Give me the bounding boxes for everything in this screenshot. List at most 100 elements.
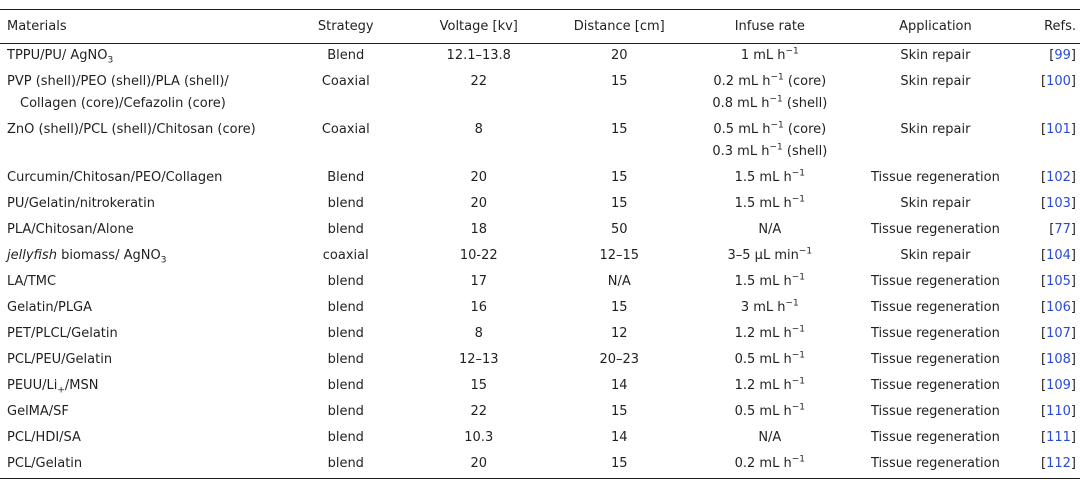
ref-open-bracket: [ bbox=[1041, 122, 1047, 137]
table-row: PEUU/Li+/MSN blend 15 14 1.2 mL h−1 Tissue re… bbox=[0, 373, 1080, 399]
reference-link[interactable]: 108 bbox=[1046, 352, 1071, 367]
ref-open-bracket: [ bbox=[1041, 74, 1047, 89]
distance-text: 15 bbox=[610, 122, 628, 137]
materials-text: biomass/ AgNO bbox=[56, 248, 161, 263]
reference-link[interactable]: 109 bbox=[1046, 378, 1071, 393]
materials-text: PCL/PEU/Gelatin bbox=[7, 352, 113, 367]
cell-application: Skin repair bbox=[865, 191, 1006, 217]
header-application: Application bbox=[899, 19, 972, 34]
reference-link[interactable]: 101 bbox=[1046, 122, 1071, 137]
voltage-text: 20 bbox=[470, 170, 488, 185]
infuse-line: 3–5 µL min−1 bbox=[674, 245, 865, 267]
cell-voltage: 20 bbox=[393, 191, 564, 217]
reference-link[interactable]: 110 bbox=[1046, 404, 1071, 419]
cell-ref: [103] bbox=[1006, 191, 1080, 217]
voltage-text: 20 bbox=[470, 196, 488, 211]
cell-strategy: blend bbox=[298, 191, 393, 217]
cell-ref: [77] bbox=[1006, 217, 1080, 243]
reference-link[interactable]: 107 bbox=[1046, 326, 1071, 341]
reference-link[interactable]: 104 bbox=[1046, 248, 1071, 263]
ref-open-bracket: [ bbox=[1049, 48, 1055, 63]
ref-close-bracket: ] bbox=[1070, 222, 1076, 237]
infuse-text: 0.5 mL h bbox=[734, 352, 792, 367]
cell-distance: 15 bbox=[564, 451, 674, 477]
infuse-superscript: −1 bbox=[791, 402, 805, 413]
application-text: Tissue regeneration bbox=[871, 326, 1000, 341]
cell-voltage: 18 bbox=[393, 217, 564, 243]
cell-application: Tissue regeneration bbox=[865, 217, 1006, 243]
materials-text: GelMA/SF bbox=[7, 404, 69, 419]
cell-infuse-rate: 1 mL h−1 bbox=[674, 43, 865, 69]
ref-open-bracket: [ bbox=[1041, 456, 1047, 471]
reference-link[interactable]: 111 bbox=[1046, 430, 1071, 445]
materials-text: PEUU/Li bbox=[7, 378, 58, 393]
infuse-line: N/A bbox=[674, 219, 865, 241]
strategy-text: Blend bbox=[327, 48, 365, 63]
infuse2-suffix: (shell) bbox=[782, 96, 828, 111]
ref-close-bracket: ] bbox=[1070, 274, 1076, 289]
cell-materials: PCL/Gelatin bbox=[0, 451, 298, 477]
ref-close-bracket: ] bbox=[1070, 378, 1076, 393]
cell-infuse-rate: N/A bbox=[674, 425, 865, 451]
ref-open-bracket: [ bbox=[1041, 248, 1047, 263]
materials-text: Curcumin/Chitosan/PEO/Collagen bbox=[7, 170, 223, 185]
reference-link[interactable]: 77 bbox=[1054, 222, 1071, 237]
materials-text: PLA/Chitosan/Alone bbox=[7, 222, 134, 237]
distance-text: 12–15 bbox=[599, 248, 640, 263]
application-text: Skin repair bbox=[900, 48, 971, 63]
cell-voltage: 8 bbox=[393, 321, 564, 347]
infuse-superscript: −1 bbox=[770, 120, 784, 131]
strategy-text: blend bbox=[327, 222, 364, 237]
infuse-line: 0.5 mL h−1 bbox=[674, 401, 865, 423]
infuse-suffix: (core) bbox=[783, 74, 827, 89]
infuse2-superscript: −1 bbox=[769, 142, 783, 153]
cell-voltage: 15 bbox=[393, 373, 564, 399]
cell-ref: [107] bbox=[1006, 321, 1080, 347]
ref-open-bracket: [ bbox=[1041, 404, 1047, 419]
voltage-text: 8 bbox=[474, 122, 483, 137]
materials-text: Gelatin/PLGA bbox=[7, 300, 93, 315]
distance-text: 14 bbox=[610, 430, 628, 445]
ref-close-bracket: ] bbox=[1070, 300, 1076, 315]
infuse-superscript: −1 bbox=[791, 272, 805, 283]
application-text: Tissue regeneration bbox=[871, 274, 1000, 289]
ref-open-bracket: [ bbox=[1041, 196, 1047, 211]
infuse-line: 1.5 mL h−1 bbox=[674, 167, 865, 189]
strategy-text: blend bbox=[327, 430, 364, 445]
cell-strategy: Blend bbox=[298, 165, 393, 191]
voltage-text: 22 bbox=[470, 404, 488, 419]
cell-ref: [102] bbox=[1006, 165, 1080, 191]
infuse-line: 1.2 mL h−1 bbox=[674, 323, 865, 345]
cell-distance: 12–15 bbox=[564, 243, 674, 269]
cell-infuse-rate: 1.2 mL h−1 bbox=[674, 373, 865, 399]
cell-materials: PEUU/Li+/MSN bbox=[0, 373, 298, 399]
reference-link[interactable]: 100 bbox=[1046, 74, 1071, 89]
reference-link[interactable]: 112 bbox=[1046, 456, 1071, 471]
reference-link[interactable]: 106 bbox=[1046, 300, 1071, 315]
strategy-text: blend bbox=[327, 456, 364, 471]
ref-open-bracket: [ bbox=[1041, 378, 1047, 393]
strategy-text: blend bbox=[327, 300, 364, 315]
ref-close-bracket: ] bbox=[1070, 352, 1076, 367]
header-infuse-rate: Infuse rate bbox=[734, 19, 805, 34]
reference-link[interactable]: 105 bbox=[1046, 274, 1071, 289]
materials-subscript: + bbox=[57, 385, 65, 396]
application-text: Tissue regeneration bbox=[871, 170, 1000, 185]
voltage-text: 10.3 bbox=[464, 430, 494, 445]
distance-text: 15 bbox=[610, 170, 628, 185]
cell-strategy: blend bbox=[298, 373, 393, 399]
reference-link[interactable]: 103 bbox=[1046, 196, 1071, 211]
ref-close-bracket: ] bbox=[1070, 456, 1076, 471]
ref-open-bracket: [ bbox=[1049, 222, 1055, 237]
cell-application: Tissue regeneration bbox=[865, 373, 1006, 399]
reference-link[interactable]: 99 bbox=[1054, 48, 1071, 63]
reference-link[interactable]: 102 bbox=[1046, 170, 1071, 185]
infuse-text: 1.5 mL h bbox=[734, 170, 792, 185]
cell-application: Tissue regeneration bbox=[865, 347, 1006, 373]
cell-voltage: 20 bbox=[393, 451, 564, 477]
ref-open-bracket: [ bbox=[1041, 352, 1047, 367]
cell-application: Skin repair bbox=[865, 43, 1006, 69]
infuse-superscript: −1 bbox=[785, 298, 799, 309]
infuse-superscript: −1 bbox=[791, 194, 805, 205]
table-row: PET/PLCL/Gelatin blend 8 12 1.2 mL h−1 Tissue… bbox=[0, 321, 1080, 347]
